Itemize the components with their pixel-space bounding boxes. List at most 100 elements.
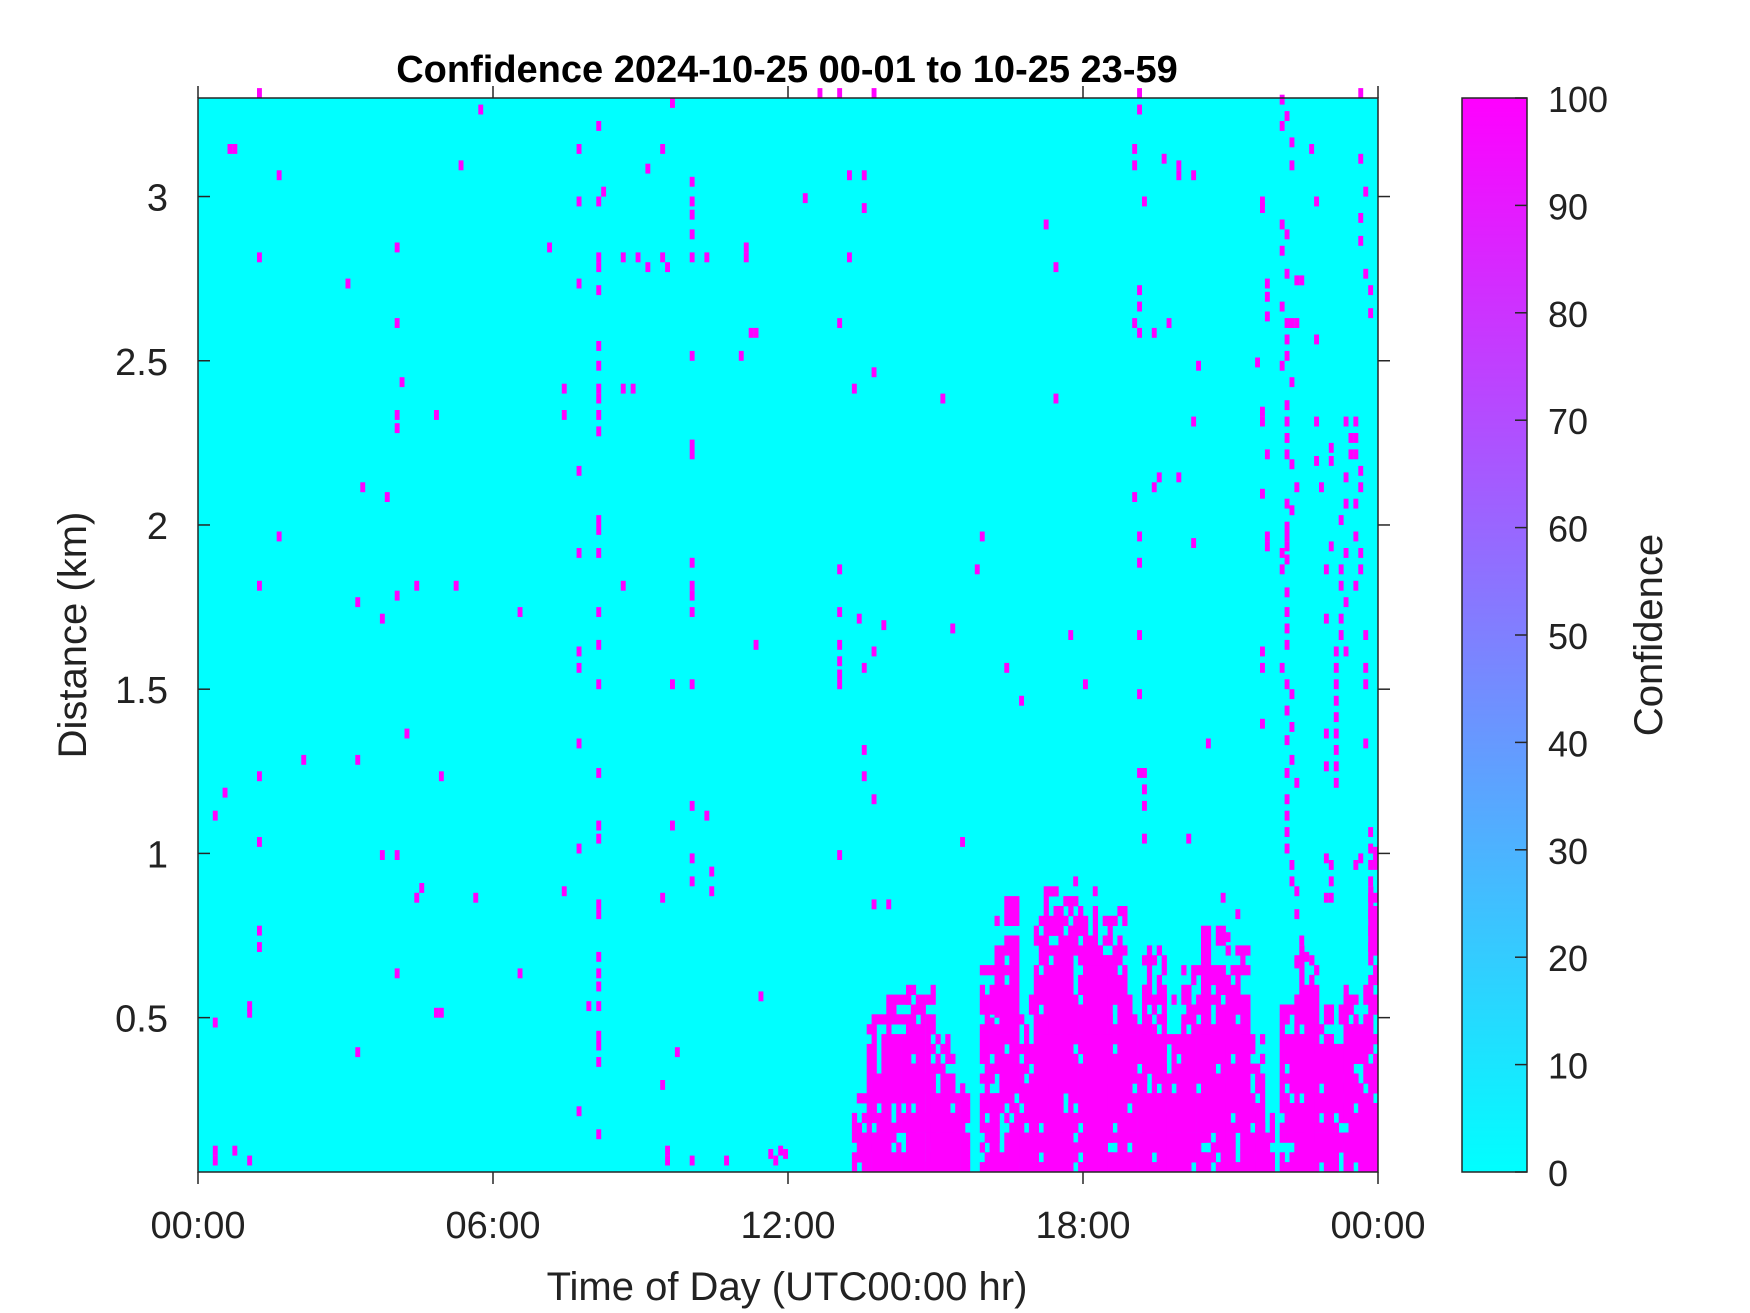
heatmap-cell — [1009, 935, 1015, 946]
heatmap-cell — [866, 1073, 872, 1084]
heatmap-cell — [1191, 965, 1197, 976]
heatmap-cell — [665, 1145, 670, 1156]
heatmap-cell — [596, 383, 602, 394]
heatmap-cell — [596, 525, 602, 535]
heatmap-cell — [1112, 994, 1118, 1005]
heatmap-cell — [940, 393, 946, 404]
heatmap-cell — [1363, 984, 1369, 995]
heatmap-cell — [920, 1053, 926, 1064]
heatmap-cell — [965, 1132, 971, 1143]
heatmap-cell — [1309, 1034, 1315, 1045]
heatmap-cell — [1166, 1083, 1172, 1094]
heatmap-cell — [1048, 1162, 1054, 1173]
heatmap-cell — [1328, 1152, 1334, 1163]
heatmap-cell — [1014, 1024, 1020, 1035]
heatmap-cell — [1097, 1043, 1103, 1055]
heatmap-cell — [1191, 1063, 1197, 1074]
heatmap-cell — [881, 1043, 887, 1055]
heatmap-cell — [1122, 994, 1128, 1005]
heatmap-cell — [576, 278, 582, 289]
heatmap-cell — [920, 1024, 926, 1035]
heatmap-cell — [984, 1053, 990, 1064]
heatmap-cell — [1368, 886, 1374, 897]
heatmap-cell — [1171, 1093, 1177, 1104]
heatmap-cell — [1176, 160, 1182, 171]
heatmap-cell — [1063, 984, 1069, 995]
heatmap-cell — [1230, 1014, 1236, 1025]
heatmap-cell — [1063, 896, 1069, 907]
heatmap-cell — [1358, 213, 1364, 223]
heatmap-cell — [1368, 827, 1374, 837]
heatmap-cell — [1191, 1073, 1197, 1084]
heatmap-cell — [1294, 275, 1300, 286]
heatmap-cell — [517, 607, 523, 617]
heatmap-cell — [1240, 1083, 1246, 1094]
heatmap-cell — [1156, 472, 1162, 483]
heatmap-cell — [404, 728, 410, 739]
heatmap-cell — [1215, 1024, 1221, 1035]
heatmap-cell — [1353, 994, 1359, 1005]
heatmap-cell — [1151, 1112, 1157, 1124]
heatmap-cell — [901, 1063, 907, 1074]
heatmap-cell — [851, 1122, 858, 1133]
heatmap-cell — [1014, 1063, 1020, 1074]
heatmap-cell — [871, 1024, 877, 1035]
heatmap-cell — [1363, 1132, 1369, 1143]
heatmap-cell — [1299, 1152, 1305, 1163]
heatmap-cell — [1348, 433, 1354, 443]
heatmap-cell — [1024, 1034, 1030, 1045]
heatmap-cell — [1363, 1112, 1369, 1124]
heatmap-cell — [1156, 1103, 1162, 1114]
heatmap-cell — [1078, 1103, 1084, 1114]
heatmap-cell — [645, 262, 651, 273]
heatmap-cell — [1122, 984, 1128, 995]
heatmap-cell — [1289, 1132, 1295, 1143]
heatmap-cell — [1215, 1122, 1221, 1133]
heatmap-cell — [1333, 1093, 1339, 1104]
heatmap-cell — [1092, 925, 1098, 936]
heatmap-cell — [1043, 1152, 1049, 1163]
heatmap-cell — [1156, 974, 1162, 986]
heatmap-cell — [1014, 1004, 1020, 1015]
heatmap-cell — [1068, 896, 1074, 907]
heatmap-cell — [345, 278, 351, 289]
heatmap-cell — [1102, 1034, 1108, 1045]
heatmap-cell — [1240, 945, 1246, 956]
heatmap-cell — [886, 1043, 892, 1055]
heatmap-cell — [1053, 1152, 1059, 1163]
heatmap-cell — [1161, 1083, 1167, 1094]
heatmap-cell — [596, 679, 602, 690]
heatmap-cell — [871, 899, 877, 910]
heatmap-cell — [1176, 472, 1182, 483]
heatmap-cell — [1363, 1103, 1369, 1114]
heatmap-cell — [861, 203, 867, 213]
heatmap-cell — [999, 1083, 1005, 1094]
heatmap-cell — [920, 1093, 926, 1104]
heatmap-cell — [871, 1132, 877, 1143]
heatmap-cell — [1038, 1053, 1044, 1064]
heatmap-cell — [1004, 1063, 1010, 1074]
heatmap-cell — [596, 121, 602, 131]
heatmap-cell — [896, 1043, 902, 1055]
heatmap-cell — [1127, 994, 1133, 1005]
heatmap-cell — [935, 1103, 941, 1114]
heatmap-cell — [994, 1122, 1000, 1133]
heatmap-cell — [871, 794, 877, 805]
heatmap-cell — [915, 994, 921, 1005]
heatmap-cell — [1264, 1162, 1271, 1173]
heatmap-cell — [1245, 1043, 1251, 1055]
heatmap-cell — [1097, 955, 1103, 966]
heatmap-cell — [1117, 906, 1123, 917]
heatmap-cell — [1373, 1103, 1379, 1114]
heatmap-cell — [1102, 1053, 1108, 1064]
heatmap-cell — [1348, 1112, 1354, 1124]
heatmap-cell — [1097, 974, 1103, 986]
heatmap-cell — [960, 1142, 966, 1153]
heatmap-cell — [1038, 974, 1044, 986]
heatmap-cell — [999, 965, 1005, 976]
heatmap-cell — [1255, 1162, 1261, 1173]
heatmap-cell — [576, 662, 582, 673]
heatmap-cell — [1260, 1122, 1266, 1133]
heatmap-cell — [1181, 1142, 1187, 1153]
heatmap-cell — [1205, 1122, 1212, 1133]
